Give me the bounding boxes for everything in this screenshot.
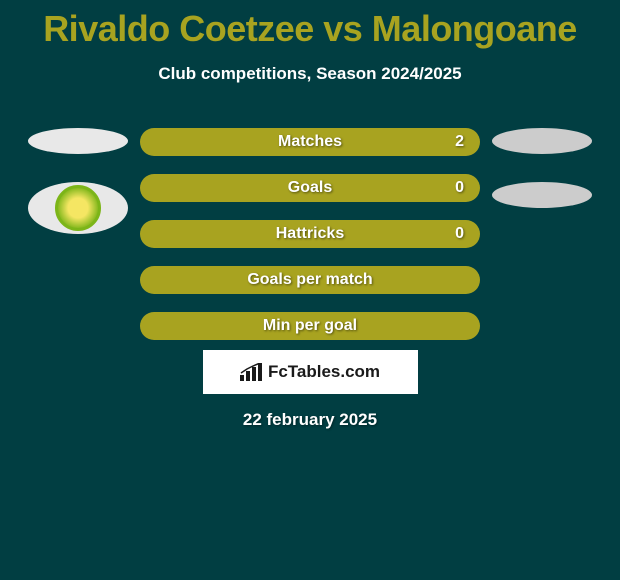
club-crest-icon (55, 185, 101, 231)
brand-attribution: FcTables.com (203, 350, 418, 394)
stat-value: 0 (455, 179, 464, 197)
chart-icon (240, 363, 262, 381)
brand-name: FcTables.com (268, 362, 380, 382)
player-badge-right-1 (492, 128, 592, 154)
stat-bar-hattricks: Hattricks 0 (140, 220, 480, 248)
stats-container: Matches 2 Goals 0 Hattricks 0 Goals per … (0, 128, 620, 340)
stat-bar-min-per-goal: Min per goal (140, 312, 480, 340)
stat-label: Goals per match (247, 271, 372, 289)
stat-bar-goals-per-match: Goals per match (140, 266, 480, 294)
stat-label: Matches (278, 133, 342, 151)
right-badges-column (492, 128, 592, 340)
left-badges-column (28, 128, 128, 340)
player-badge-right-2 (492, 182, 592, 208)
team-logo-left (28, 182, 128, 234)
stat-bar-matches: Matches 2 (140, 128, 480, 156)
stats-bars-column: Matches 2 Goals 0 Hattricks 0 Goals per … (140, 128, 480, 340)
date-text: 22 february 2025 (0, 410, 620, 430)
stat-label: Goals (288, 179, 332, 197)
stat-value: 2 (455, 133, 464, 151)
stat-label: Min per goal (263, 317, 357, 335)
stat-value: 0 (455, 225, 464, 243)
stat-label: Hattricks (276, 225, 344, 243)
stat-bar-goals: Goals 0 (140, 174, 480, 202)
season-subtitle: Club competitions, Season 2024/2025 (0, 64, 620, 84)
comparison-title: Rivaldo Coetzee vs Malongoane (0, 0, 620, 50)
player-badge-left-1 (28, 128, 128, 154)
